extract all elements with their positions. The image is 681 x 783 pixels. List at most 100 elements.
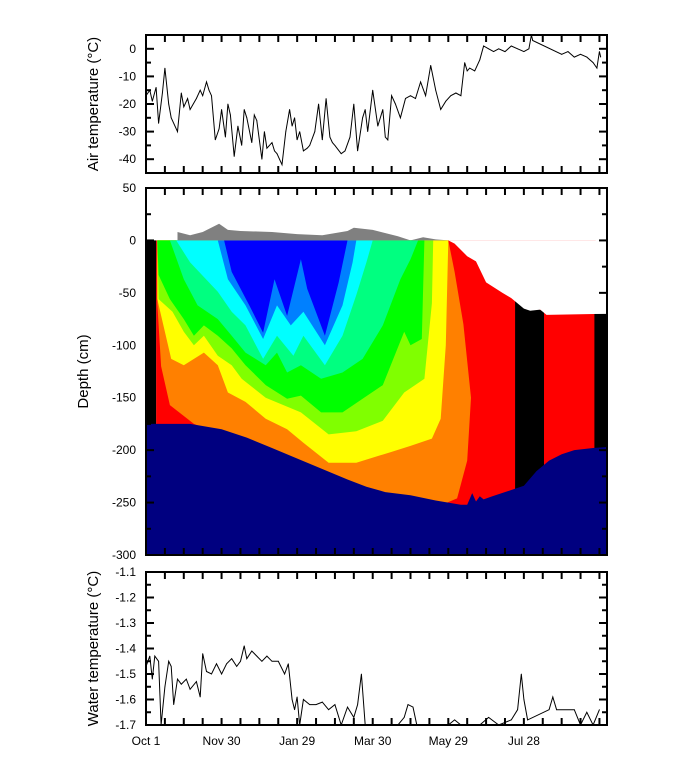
- data-point: [586, 711, 588, 713]
- data-point: [314, 131, 316, 133]
- data-point: [240, 660, 241, 662]
- data-point: [573, 56, 575, 58]
- data-point: [158, 660, 159, 662]
- plot-area: [146, 223, 607, 555]
- data-point: [334, 145, 336, 146]
- data-point: [340, 153, 342, 155]
- data-point: [180, 92, 182, 94]
- data-point: [488, 48, 490, 50]
- data-point: [151, 100, 153, 102]
- contour-region-snow: [177, 223, 449, 241]
- series-line: [146, 645, 600, 725]
- data-point: [548, 709, 550, 711]
- data-point: [372, 89, 374, 91]
- data-point: [189, 109, 191, 110]
- y-tick-label: -1.7: [115, 718, 136, 732]
- data-point: [394, 103, 396, 105]
- data-point: [596, 67, 598, 69]
- data-point: [488, 716, 490, 718]
- data-point: [321, 701, 323, 703]
- data-point: [561, 53, 563, 55]
- y-tick-label: 0: [129, 233, 136, 247]
- data-point: [349, 136, 351, 138]
- y-tick-label: -1.2: [115, 591, 136, 605]
- series-line: [146, 35, 602, 167]
- data-point: [517, 709, 518, 711]
- data-point: [226, 663, 228, 665]
- data-point: [425, 95, 427, 97]
- data-point: [170, 117, 172, 119]
- data-point: [214, 139, 216, 141]
- data-point: [309, 704, 311, 705]
- data-point: [306, 147, 308, 149]
- data-point: [251, 650, 253, 652]
- y-tick-label: -150: [112, 391, 136, 405]
- data-point: [600, 56, 602, 58]
- data-point: [185, 678, 187, 680]
- data-point: [460, 95, 462, 97]
- data-point: [233, 156, 235, 157]
- data-point: [328, 709, 330, 711]
- data-point: [415, 98, 416, 99]
- data-point: [291, 125, 293, 127]
- data-point: [266, 655, 268, 657]
- y-tick-label: -1.5: [115, 667, 136, 681]
- y-tick-label: -10: [119, 69, 137, 83]
- y-axis-title: Air temperature (°C): [85, 37, 102, 171]
- y-tick-label: -1.4: [115, 642, 136, 656]
- data-point: [357, 150, 359, 152]
- data-point: [218, 128, 220, 130]
- plot-area: [146, 645, 600, 725]
- data-point: [243, 109, 245, 110]
- data-point: [289, 109, 290, 110]
- y-tick-label: 50: [123, 181, 137, 195]
- data-point: [199, 696, 201, 698]
- data-point: [407, 704, 409, 705]
- contour-region-black-right: [594, 313, 607, 451]
- data-point: [552, 696, 554, 698]
- data-point: [303, 150, 304, 152]
- data-point: [329, 136, 331, 138]
- data-point: [367, 131, 369, 133]
- x-tick-label: Nov 30: [203, 734, 241, 748]
- data-point: [195, 681, 197, 683]
- contour-region-blue: [224, 240, 348, 336]
- data-point: [164, 67, 166, 69]
- data-point: [573, 709, 575, 711]
- data-point: [498, 48, 500, 50]
- y-axis-title: Depth (cm): [75, 334, 92, 408]
- data-point: [391, 95, 393, 97]
- y-axis-title: Water temperature (°C): [85, 571, 102, 726]
- y-tick-label: -1.1: [115, 565, 136, 579]
- y-tick-label: -100: [112, 338, 136, 352]
- data-point: [309, 145, 311, 146]
- data-point: [599, 51, 600, 52]
- data-point: [510, 45, 512, 47]
- data-point: [315, 704, 317, 705]
- data-point: [199, 89, 201, 91]
- x-tick-label: Jan 29: [279, 734, 315, 748]
- data-point: [410, 95, 411, 97]
- data-point: [510, 719, 512, 721]
- data-point: [454, 719, 455, 721]
- data-point: [483, 45, 484, 47]
- y-tick-label: -50: [119, 286, 137, 300]
- contour-region-sediment: [146, 423, 607, 555]
- data-point: [284, 673, 285, 675]
- data-point: [321, 139, 323, 141]
- data-point: [504, 51, 506, 52]
- data-point: [246, 117, 248, 119]
- data-point: [206, 671, 207, 672]
- data-point: [168, 660, 170, 662]
- data-point: [384, 136, 386, 138]
- data-point: [474, 70, 476, 72]
- x-tick-label: Mar 30: [354, 734, 392, 748]
- contour-region-black-mid: [515, 298, 544, 493]
- data-point: [168, 103, 170, 105]
- data-point: [445, 100, 447, 102]
- y-tick-label: -40: [119, 152, 137, 166]
- data-point: [236, 665, 238, 667]
- data-point: [274, 150, 275, 152]
- data-point: [599, 709, 600, 711]
